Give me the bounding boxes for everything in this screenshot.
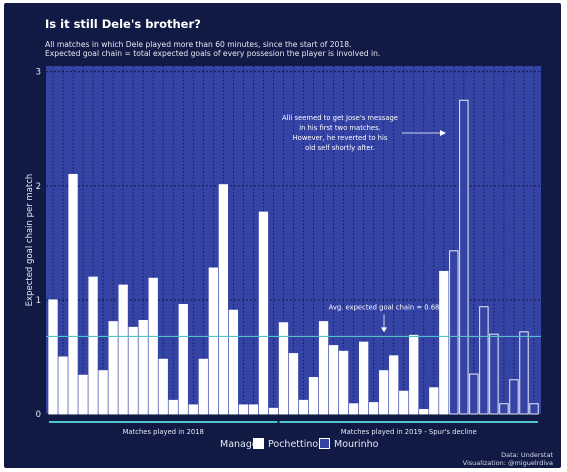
source-credit: Data: Understat [501, 451, 553, 459]
bar-pochettino [188, 404, 198, 415]
visualization-credit: Visualization: @miguelrdiva [462, 459, 553, 467]
legend-label-mourinho: Mourinho [334, 439, 379, 450]
bar-pochettino [348, 403, 359, 415]
bar-pochettino [248, 404, 259, 415]
bar-pochettino [298, 399, 309, 415]
y-tick-label: 0 [36, 410, 41, 420]
group-label: Matches played in 2019 - Spur's decline [341, 428, 477, 436]
bar-pochettino [429, 387, 439, 415]
annotation-arrow-head [440, 130, 446, 136]
bar-pochettino [318, 321, 329, 415]
bar-pochettino [78, 374, 88, 415]
bar-pochettino [158, 358, 168, 415]
bar-mourinho [469, 373, 479, 415]
chart-subtitle-line-2: Expected goal chain = total expected goa… [45, 49, 381, 58]
bar-pochettino [338, 350, 349, 415]
bar-mourinho [449, 250, 459, 415]
bar-pochettino [88, 276, 98, 415]
bar-pochettino [98, 370, 108, 415]
legend-swatch-mourinho [319, 438, 330, 449]
bar-pochettino [208, 267, 218, 415]
bar-pochettino [218, 184, 229, 415]
chart-subtitle-line-1: All matches in which Dele played more th… [45, 40, 352, 49]
bar-pochettino [389, 355, 399, 415]
bar-pochettino [48, 299, 58, 415]
bar-mourinho [499, 403, 509, 415]
bar-pochettino [198, 358, 208, 415]
bar-pochettino [419, 408, 429, 415]
bar-pochettino [358, 341, 369, 415]
bar-pochettino [258, 211, 269, 415]
annotation-text-line: old self shortly after. [305, 144, 375, 152]
bar-pochettino [278, 322, 289, 415]
bar-pochettino [369, 402, 379, 415]
group-label: Matches played in 2018 [123, 428, 204, 436]
average-line-label: Avg. expected goal chain = 0.68 [329, 303, 440, 311]
y-tick-label: 2 [36, 182, 41, 192]
bar-pochettino [439, 270, 449, 415]
bar-pochettino [58, 356, 68, 415]
bar-mourinho [479, 306, 489, 415]
bar-pochettino [68, 173, 78, 415]
bar-pochettino [168, 399, 178, 415]
bar-mourinho [509, 379, 519, 415]
bar-pochettino [118, 284, 128, 415]
bar-pochettino [399, 390, 409, 415]
bar-pochettino [138, 319, 148, 415]
legend-swatch-pochettino [253, 438, 264, 449]
bar-pochettino [379, 370, 389, 415]
bar-mourinho [459, 99, 469, 415]
annotation-text-line: Alli seemed to get Jose's message [282, 114, 398, 122]
bar-pochettino [108, 321, 118, 415]
legend-title: Manager: [220, 439, 265, 450]
bar-mourinho [529, 403, 539, 415]
bar-pochettino [128, 326, 138, 415]
bar-pochettino [288, 353, 299, 415]
bar-mourinho [519, 331, 529, 415]
bar-pochettino [409, 334, 419, 415]
bar-pochettino [148, 277, 158, 415]
bar-pochettino [268, 407, 279, 415]
annotation-text-line: in his first two matches. [299, 124, 381, 132]
legend-label-pochettino: Pochettino [268, 439, 319, 450]
bar-pochettino [178, 304, 188, 415]
y-tick-label: 1 [36, 296, 41, 306]
bar-pochettino [328, 345, 339, 415]
bar-pochettino [308, 377, 319, 415]
bar-pochettino [238, 404, 249, 415]
y-tick-label: 3 [36, 68, 41, 78]
average-arrow-head [381, 327, 387, 333]
chart-title: Is it still Dele's brother? [45, 17, 201, 31]
bar-pochettino [228, 309, 239, 415]
annotation-text-line: However, he reverted to his [293, 134, 388, 142]
bar-mourinho [489, 333, 499, 415]
